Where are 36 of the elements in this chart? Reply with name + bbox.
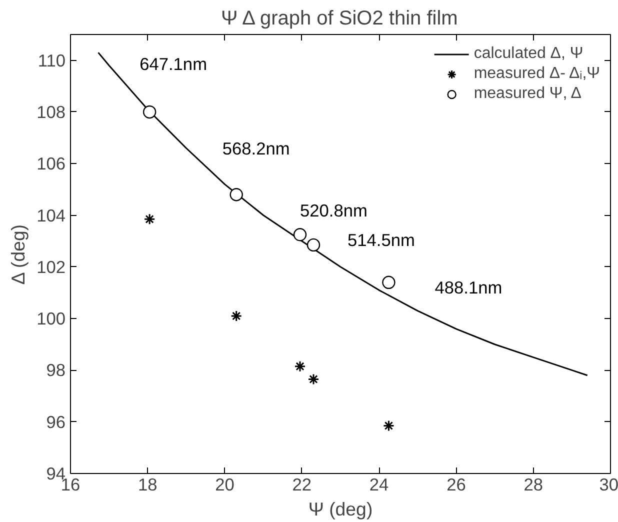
point bbox=[382, 276, 396, 289]
x-tick-label: 28 bbox=[524, 474, 543, 494]
x-tick-label: 22 bbox=[292, 474, 312, 494]
y-tick-label: 98 bbox=[46, 360, 66, 380]
chart-title: Ψ Δ graph of SiO2 thin film bbox=[220, 8, 458, 30]
x-tick-label: 26 bbox=[446, 474, 466, 494]
x-tick-label: 30 bbox=[599, 474, 618, 494]
x-tick-label: 20 bbox=[215, 474, 234, 494]
legend-label: measured Δ- Δᵢ,Ψ bbox=[474, 65, 600, 83]
annotation: 520.8nm bbox=[300, 200, 368, 221]
annotation: 568.2nm bbox=[222, 138, 290, 159]
annotation: 488.1nm bbox=[434, 277, 502, 298]
y-tick-label: 96 bbox=[46, 412, 66, 432]
x-tick-label: 24 bbox=[369, 474, 390, 494]
point bbox=[230, 188, 243, 202]
annotation: 647.1nm bbox=[140, 54, 208, 74]
point bbox=[308, 373, 320, 385]
y-tick-label: 102 bbox=[36, 256, 66, 277]
y-tick-label: 108 bbox=[36, 102, 66, 122]
y-tick-label: 110 bbox=[38, 50, 66, 70]
y-axis-title: Δ (deg) bbox=[8, 224, 29, 285]
point bbox=[142, 105, 156, 119]
legend-label: calculated Δ, Ψ bbox=[474, 45, 584, 63]
annotation: 514.5nm bbox=[348, 230, 415, 250]
point bbox=[144, 213, 156, 225]
legend-label: measured Ψ, Δ bbox=[474, 85, 582, 103]
y-tick-label: 100 bbox=[36, 308, 66, 329]
point bbox=[293, 228, 307, 242]
point bbox=[382, 420, 394, 432]
point bbox=[306, 238, 320, 252]
x-axis-title: Ψ (deg) bbox=[308, 498, 373, 520]
y-tick-label: 104 bbox=[36, 205, 66, 226]
x-tick-label: 18 bbox=[138, 474, 158, 494]
point bbox=[230, 310, 242, 322]
point bbox=[294, 360, 306, 372]
y-tick-label: 106 bbox=[36, 154, 66, 174]
